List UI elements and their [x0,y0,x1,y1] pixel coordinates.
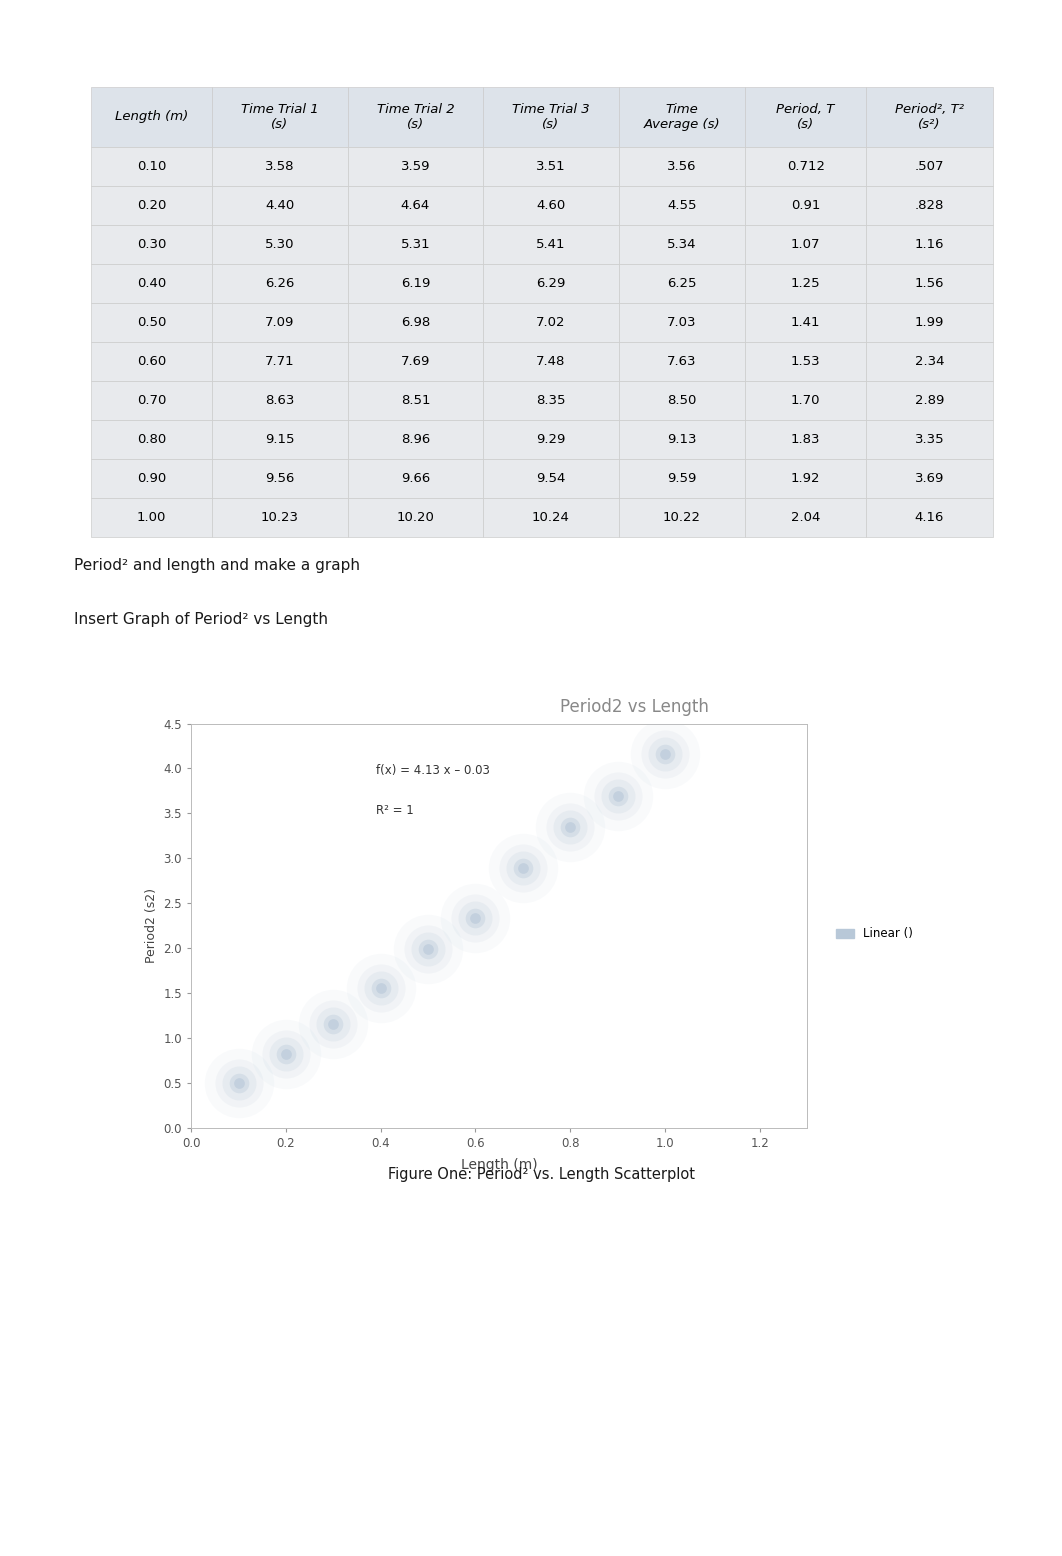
Point [562,814,579,839]
Point [514,856,531,881]
Point [562,814,579,839]
Point [325,1011,342,1036]
Point [419,937,436,962]
Point [514,856,531,881]
Point [325,1011,342,1036]
Point [230,1071,247,1095]
Point [467,906,484,930]
Point [230,1071,247,1095]
Title: Period2 vs Length: Period2 vs Length [561,699,709,716]
Point [372,976,389,1001]
Y-axis label: Period2 (s2): Period2 (s2) [144,888,158,963]
Point [562,814,579,839]
Point [610,784,627,809]
Point [419,937,436,962]
Point [656,742,673,767]
Point [656,742,673,767]
Point [372,976,389,1001]
Point [610,784,627,809]
Text: f(x) = 4.13 x – 0.03: f(x) = 4.13 x – 0.03 [376,764,490,776]
Text: Period² and length and make a graph: Period² and length and make a graph [74,559,360,573]
Point [230,1071,247,1095]
Text: Insert Graph of Period² vs Length: Insert Graph of Period² vs Length [74,613,328,627]
Point [372,976,389,1001]
Point [372,976,389,1001]
Point [610,784,627,809]
Legend: Linear (): Linear () [832,923,918,944]
Point [277,1041,294,1066]
Point [562,814,579,839]
Point [325,1011,342,1036]
Point [419,937,436,962]
Point [610,784,627,809]
Text: R² = 1: R² = 1 [376,804,414,817]
Point [325,1011,342,1036]
Point [230,1071,247,1095]
Point [467,906,484,930]
Point [514,856,531,881]
Point [514,856,531,881]
Point [656,742,673,767]
X-axis label: Length (m): Length (m) [461,1159,537,1173]
Point [325,1011,342,1036]
Point [419,937,436,962]
Point [277,1041,294,1066]
Point [514,856,531,881]
Point [610,784,627,809]
Point [467,906,484,930]
Point [277,1041,294,1066]
Point [277,1041,294,1066]
Text: Figure One: Period² vs. Length Scatterplot: Figure One: Period² vs. Length Scatterpl… [388,1167,696,1183]
Point [656,742,673,767]
Point [230,1071,247,1095]
Point [419,937,436,962]
Point [656,742,673,767]
Point [372,976,389,1001]
Point [562,814,579,839]
Point [467,906,484,930]
Point [277,1041,294,1066]
Point [467,906,484,930]
